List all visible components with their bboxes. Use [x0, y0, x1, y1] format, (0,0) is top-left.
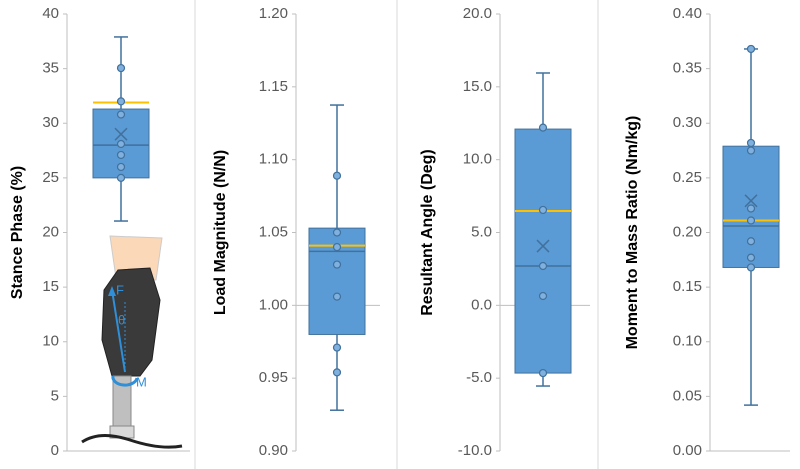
y-tick-label: 0	[51, 442, 59, 459]
annotation: M	[136, 374, 147, 389]
y-tick-label: -10.0	[458, 442, 492, 459]
data-point	[538, 205, 548, 215]
data-point	[116, 139, 126, 149]
data-point	[332, 292, 342, 301]
data-point	[746, 216, 756, 225]
data-point	[332, 343, 342, 352]
data-point	[116, 97, 126, 106]
y-axis-label: Stance Phase (%)	[9, 166, 26, 299]
y-tick-label: 0.10	[673, 333, 702, 350]
data-point	[116, 173, 126, 182]
annotation: θ	[118, 312, 125, 327]
y-tick-label: 0.20	[673, 223, 702, 240]
y-tick-label: 20	[42, 223, 59, 240]
data-point	[116, 110, 126, 119]
mean-stroke	[536, 239, 550, 253]
data-point	[116, 162, 126, 172]
data-point	[116, 63, 126, 73]
data-point	[332, 242, 342, 252]
annotation: F	[116, 282, 124, 297]
y-tick-label: 5	[51, 387, 59, 404]
y-tick-label: 0.35	[673, 60, 702, 77]
y-tick-label: 0.05	[673, 387, 702, 404]
y-tick-label: 0.90	[259, 442, 288, 459]
mean-stroke	[114, 127, 128, 141]
y-axis-label: Resultant Angle (Deg)	[419, 149, 436, 316]
y-axis-label: Moment to Mass Ratio (Nm/kg)	[624, 116, 641, 350]
data-point	[746, 237, 756, 246]
data-point	[538, 291, 548, 301]
y-tick-label: 10	[42, 333, 59, 350]
box	[514, 128, 572, 374]
y-tick-label: 10.0	[463, 151, 492, 168]
y-tick-label: 40	[42, 5, 59, 22]
y-tick-label: 0.30	[673, 114, 702, 131]
data-point	[538, 123, 548, 132]
y-tick-label: 5.0	[471, 223, 492, 240]
data-point	[332, 260, 342, 269]
y-tick-label: 1.05	[259, 223, 288, 240]
prosthesis-illustration: F θ M	[81, 235, 183, 449]
y-tick-label: 1.00	[259, 296, 288, 313]
y-tick-label: -5.0	[466, 369, 492, 386]
mean-marker	[536, 239, 550, 253]
y-tick-label: 15.0	[463, 78, 492, 95]
y-tick-label: 0.25	[673, 169, 702, 186]
data-point	[746, 263, 756, 272]
y-tick-label: 20.0	[463, 5, 492, 22]
data-point	[746, 44, 756, 54]
y-tick-label: 0.00	[673, 442, 702, 459]
data-point	[538, 368, 548, 378]
data-point	[746, 204, 756, 213]
data-point	[746, 138, 756, 148]
y-tick-label: 1.10	[259, 151, 288, 168]
y-tick-label: 25	[42, 169, 59, 186]
data-point	[116, 150, 126, 160]
mean-marker	[744, 194, 758, 208]
data-point	[332, 228, 342, 237]
data-point	[746, 146, 756, 155]
mean-marker	[114, 127, 128, 141]
data-point	[332, 368, 342, 377]
data-point	[332, 171, 342, 180]
y-tick-label: 30	[42, 114, 59, 131]
y-tick-label: 0.40	[673, 5, 702, 22]
y-tick-label: 1.20	[259, 5, 288, 22]
y-axis-label: Load Magnitude (N/N)	[212, 150, 229, 315]
data-point	[538, 261, 548, 271]
y-tick-label: 0.95	[259, 369, 288, 386]
y-tick-label: 15	[42, 278, 59, 295]
data-point	[746, 253, 756, 262]
y-tick-label: 1.15	[259, 78, 288, 95]
y-tick-label: 0.15	[673, 278, 702, 295]
y-tick-label: 0.0	[471, 296, 492, 313]
y-tick-label: 35	[42, 60, 59, 77]
mean-stroke	[744, 194, 758, 208]
